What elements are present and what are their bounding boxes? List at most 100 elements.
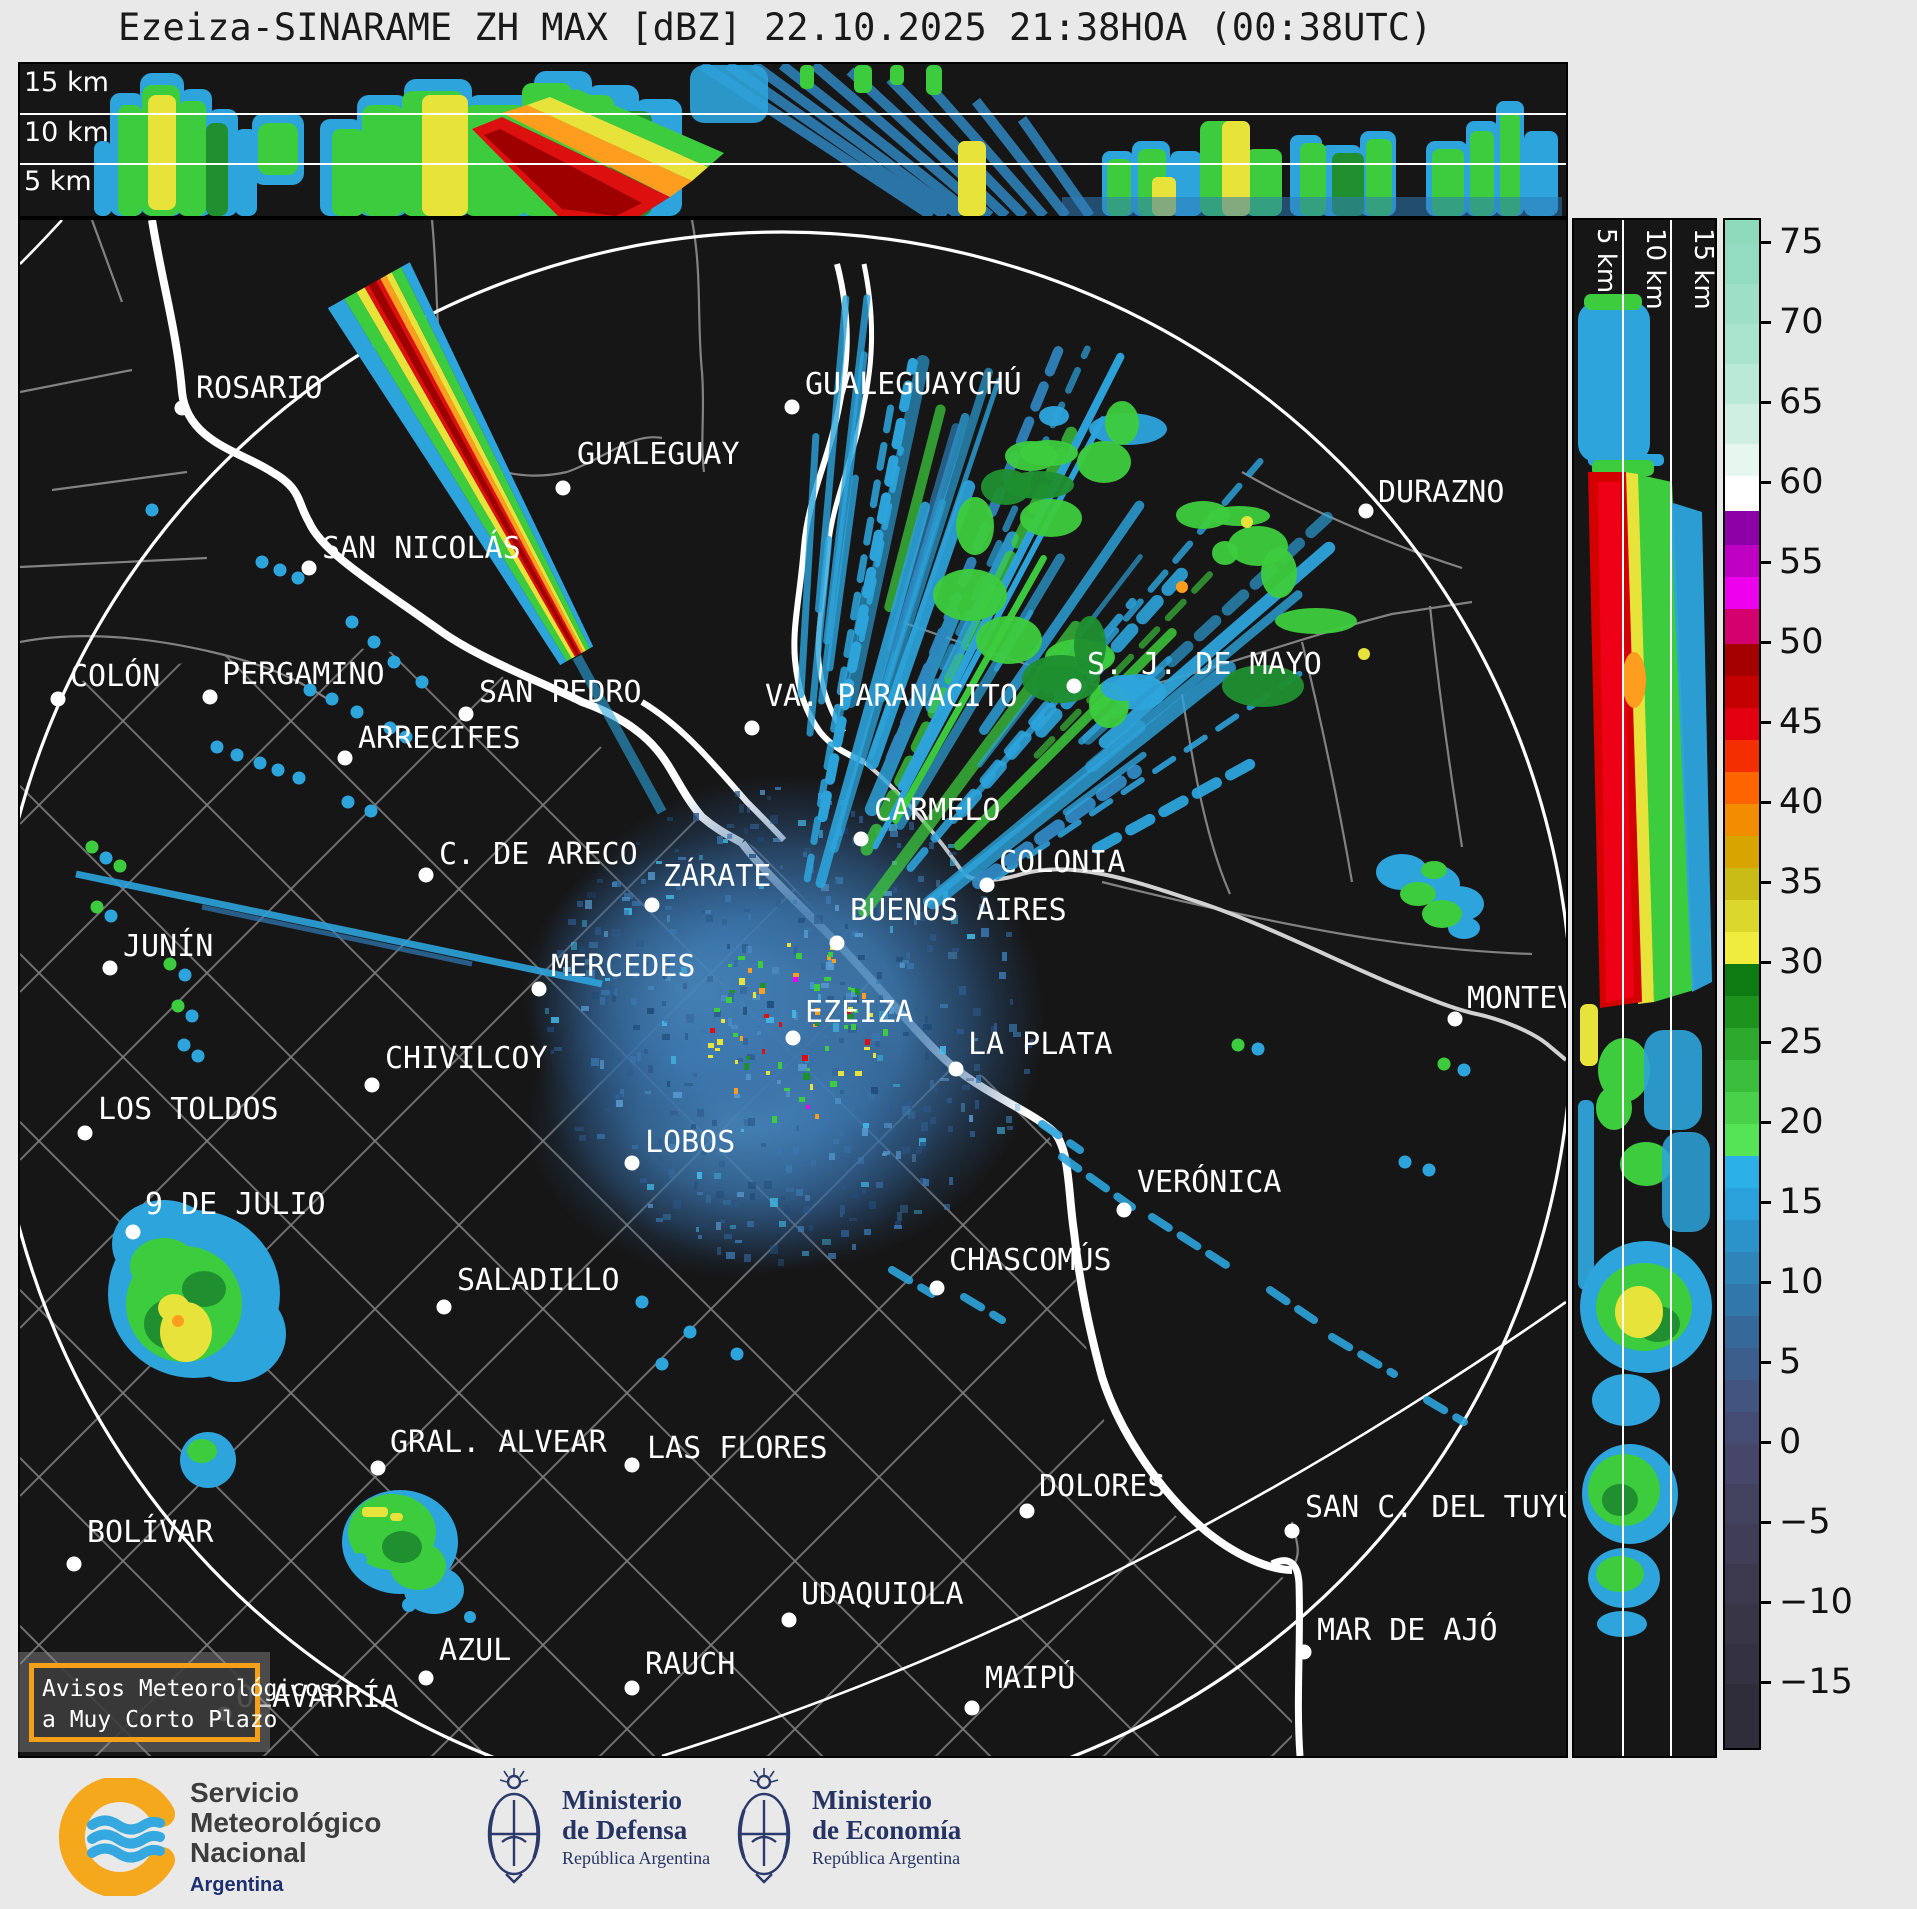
city-dot	[744, 720, 760, 736]
colorbar-tick-label: 20	[1779, 1102, 1824, 1142]
top-echoes	[94, 64, 1562, 216]
city-marker: LOS TOLDOS	[77, 1092, 279, 1141]
city-marker: MAR DE AJÓ	[1296, 1611, 1498, 1660]
economia-line1: Ministerio	[812, 1785, 932, 1815]
colorbar-tick-label: 70	[1779, 302, 1824, 342]
right-cross-section-plot: 5 km 10 km 15 km	[1578, 220, 1715, 1756]
city-label: COLÓN	[70, 657, 160, 694]
defensa-line2: de Defensa	[562, 1815, 688, 1845]
main-map-panel: ROSARIO SAN NICOLÁS SAN PEDRO GUALEGUAY GUAL…	[18, 218, 1568, 1758]
city-dot	[174, 400, 190, 416]
radar-map: ROSARIO SAN NICOLÁS SAN PEDRO GUALEGUAY GUAL…	[20, 220, 1566, 1756]
city-dot	[1358, 503, 1374, 519]
corner-range-arc	[20, 220, 63, 265]
smn-line2: Meteorológico	[190, 1807, 382, 1838]
city-label: VERÓNICA	[1137, 1163, 1282, 1200]
economia-text: Ministerio de Economía República Argenti…	[812, 1785, 961, 1869]
city-marker: JUNÍN	[102, 928, 213, 976]
city-dot	[458, 706, 474, 722]
city-marker: COLONIA	[979, 845, 1125, 893]
defensa-logo-block: Ministerio de Defensa República Argentin…	[478, 1766, 710, 1888]
colorbar-tick-label: 5	[1779, 1342, 1802, 1382]
city-dot	[853, 831, 869, 847]
city-label: C. DE ARECO	[439, 837, 638, 872]
dbz-colorbar	[1723, 218, 1761, 1750]
city-dot	[624, 1680, 640, 1696]
warning-box-inner: Avisos Meteorológicos a Muy Corto Plazo	[29, 1663, 333, 1742]
city-marker: DURAZNO	[1358, 475, 1504, 519]
defensa-text: Ministerio de Defensa República Argentin…	[562, 1785, 710, 1869]
city-dot	[948, 1061, 964, 1077]
city-marker: SAN NICOLÁS	[301, 530, 521, 576]
city-label: BOLÍVAR	[87, 1514, 214, 1550]
storm-cells-east	[1376, 854, 1484, 939]
smn-logo-icon	[58, 1778, 175, 1896]
city-label: JUNÍN	[123, 928, 213, 964]
smn-line1: Servicio	[190, 1777, 299, 1808]
colorbar-tick-label: 50	[1779, 622, 1824, 662]
city-marker: LA PLATA	[948, 1027, 1113, 1077]
colorbar-tick-label: 10	[1779, 1262, 1824, 1302]
city-dot	[781, 1612, 797, 1628]
city-dot	[929, 1280, 945, 1296]
city-marker: MERCEDES	[531, 949, 696, 997]
city-dot	[418, 867, 434, 883]
warning-line2: a Muy Corto Plazo	[42, 1707, 278, 1733]
city-marker: COLÓN	[50, 657, 160, 707]
city-marker: SAN C. DEL TUYÚ	[1284, 1488, 1566, 1539]
city-label: UDAQUIOLA	[801, 1577, 964, 1612]
city-label: RAUCH	[645, 1647, 735, 1682]
city-label: ARRECIFES	[358, 721, 521, 756]
city-label: S. J. DE MAYO	[1087, 647, 1322, 682]
city-dot	[77, 1125, 93, 1141]
colorbar-tick-label: 15	[1779, 1182, 1824, 1222]
smn-line3: Nacional	[190, 1837, 307, 1868]
city-dot	[337, 750, 353, 766]
warning-box[interactable]: Avisos Meteorológicos a Muy Corto Plazo	[18, 1652, 333, 1752]
city-dot	[624, 1457, 640, 1473]
footer: Servicio Meteorológico Nacional Argentin…	[0, 1758, 1917, 1909]
colorbar-tick-label: 35	[1779, 862, 1824, 902]
city-dot	[1116, 1202, 1132, 1218]
city-dot	[1019, 1503, 1035, 1519]
city-marker: UDAQUIOLA	[781, 1577, 964, 1628]
city-dot	[624, 1155, 640, 1171]
city-label: SAN NICOLÁS	[322, 530, 521, 566]
city-label: SALADILLO	[457, 1263, 620, 1298]
city-marker: GUALEGUAY	[555, 437, 740, 496]
city-marker: VA. PARANACITO	[744, 679, 1018, 736]
city-label: SAN C. DEL TUYÚ	[1305, 1488, 1566, 1525]
city-label: MAIPÚ	[985, 1659, 1075, 1696]
city-label: PERGAMINO	[222, 657, 385, 692]
city-marker: ZÁRATE	[644, 858, 771, 913]
colorbar-tick-label: 60	[1779, 462, 1824, 502]
colorbar-tick-label: 55	[1779, 542, 1824, 582]
city-label: GUALEGUAYCHÚ	[805, 365, 1022, 402]
city-marker: C. DE ARECO	[418, 837, 638, 883]
colorbar-tick-label: 0	[1779, 1422, 1802, 1462]
storm-cell-alvear	[342, 1490, 476, 1623]
top-cross-section-plot: 15 km 10 km 5 km	[20, 64, 1566, 216]
right-axis-label-10km: 10 km	[1640, 228, 1670, 310]
city-dot	[829, 935, 845, 951]
city-marker: CARMELO	[853, 793, 1000, 847]
city-dot	[364, 1077, 380, 1093]
colorbar-tick-label: 25	[1779, 1022, 1824, 1062]
city-marker: ARRECIFES	[337, 721, 521, 766]
city-label: DURAZNO	[1378, 475, 1504, 510]
city-label: CHIVILCOY	[385, 1041, 548, 1076]
city-dot	[1447, 1011, 1463, 1027]
city-marker: CHASCOMÚS	[929, 1241, 1112, 1296]
page-title: Ezeiza-SINARAME ZH MAX [dBZ] 22.10.2025 …	[118, 6, 1433, 49]
city-dot	[202, 689, 218, 705]
economia-line3: República Argentina	[812, 1848, 961, 1868]
city-marker: MAIPÚ	[964, 1659, 1075, 1716]
city-label: MAR DE AJÓ	[1317, 1611, 1498, 1648]
city-label: MONTEVIDEO	[1467, 981, 1566, 1016]
city-dot	[66, 1556, 82, 1572]
city-label: LA PLATA	[968, 1027, 1113, 1062]
city-label: ZÁRATE	[663, 858, 771, 894]
city-marker: VERÓNICA	[1116, 1163, 1282, 1218]
city-dot	[1284, 1523, 1300, 1539]
